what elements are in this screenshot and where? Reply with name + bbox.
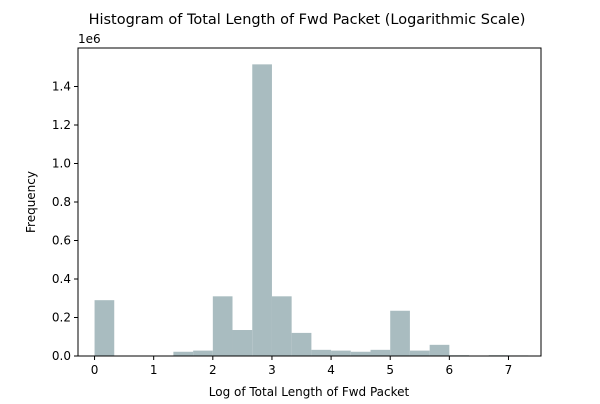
x-axis-label: Log of Total Length of Fwd Packet bbox=[209, 385, 410, 399]
histogram-bar-17 bbox=[429, 344, 450, 356]
histogram-bar-15 bbox=[390, 310, 410, 356]
chart-title: Histogram of Total Length of Fwd Packet … bbox=[89, 12, 526, 28]
histogram-bar-14 bbox=[370, 349, 391, 356]
x-tick-label-3: 3 bbox=[268, 363, 276, 377]
histogram-bar-10 bbox=[291, 332, 312, 356]
x-tick-label-6: 6 bbox=[446, 363, 454, 377]
x-ticks-group: 0 1 2 3 4 5 6 7 bbox=[91, 356, 513, 377]
x-tick-label-0: 0 bbox=[91, 363, 99, 377]
y-tick-label-0: 0.0 bbox=[52, 349, 71, 363]
x-tick-label-5: 5 bbox=[386, 363, 394, 377]
histogram-bar-4 bbox=[173, 351, 194, 356]
x-tick-label-7: 7 bbox=[505, 363, 513, 377]
y-axis-label: Frequency bbox=[24, 171, 38, 233]
y-tick-label-5: 1.0 bbox=[52, 157, 71, 171]
histogram-bar-13 bbox=[350, 351, 371, 356]
histogram-bar-11 bbox=[311, 349, 332, 356]
histogram-bar-0 bbox=[94, 300, 115, 356]
histogram-bar-8 bbox=[252, 64, 272, 357]
x-tick-label-1: 1 bbox=[150, 363, 158, 377]
y-tick-label-7: 1.4 bbox=[52, 80, 71, 94]
histogram-bar-6 bbox=[212, 296, 233, 356]
histogram-bar-16 bbox=[409, 350, 430, 356]
y-tick-label-6: 1.2 bbox=[52, 118, 71, 132]
plot-frame bbox=[77, 47, 542, 357]
y-offset-label: 1e6 bbox=[78, 32, 101, 46]
histogram-bar-9 bbox=[271, 296, 292, 356]
y-tick-label-1: 0.2 bbox=[52, 311, 71, 325]
bars-group bbox=[94, 64, 529, 357]
histogram-bar-5 bbox=[193, 350, 213, 356]
x-tick-label-4: 4 bbox=[327, 363, 335, 377]
y-tick-label-3: 0.6 bbox=[52, 234, 71, 248]
y-tick-label-2: 0.4 bbox=[52, 272, 71, 286]
y-ticks-group: 0.0 0.2 0.4 0.6 0.8 1.0 1.2 1.4 bbox=[52, 80, 78, 363]
y-tick-label-4: 0.8 bbox=[52, 195, 71, 209]
histogram-bar-7 bbox=[232, 330, 253, 356]
x-tick-label-2: 2 bbox=[209, 363, 217, 377]
histogram-bar-12 bbox=[331, 350, 351, 356]
